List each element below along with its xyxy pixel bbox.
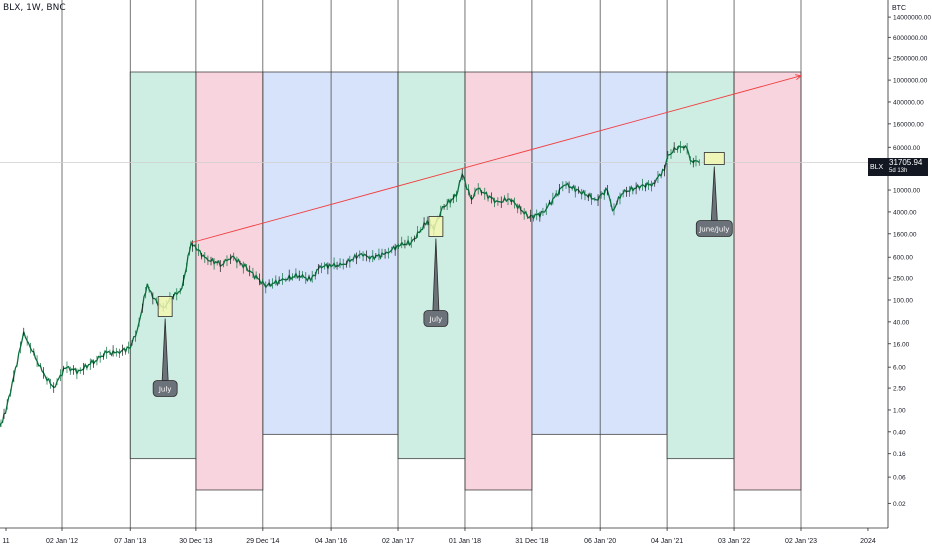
price-tick-label: 400000.00 <box>893 99 924 106</box>
cycle-band-blue <box>262 71 399 435</box>
cycle-callouts: July July June/July <box>152 152 733 397</box>
cycle-band-red <box>733 71 802 491</box>
callout-bubble <box>152 380 178 397</box>
time-tick-label: 2024 <box>860 538 876 545</box>
time-tick-label: 04 Jan '21 <box>651 538 683 545</box>
price-axis-bg <box>868 0 932 550</box>
time-axis-bg <box>0 528 932 550</box>
price-tick-label: 16.00 <box>893 341 910 348</box>
price-label-countdown: 5d 13h <box>889 168 908 174</box>
callout-label: July <box>429 315 443 323</box>
time-tick-label: 04 Jan '16 <box>315 538 347 545</box>
price-tick-label: 2.50 <box>893 386 906 393</box>
time-tick-label: 02 Jan '23 <box>785 538 817 545</box>
callout-bubble <box>423 310 449 327</box>
trendline-arrowhead <box>795 74 802 81</box>
price-tick-label: 1.00 <box>893 407 906 414</box>
price-tick-label: 40.00 <box>893 319 910 326</box>
time-tick-label: 31 Dec '18 <box>515 538 548 545</box>
price-tick-label: 6000000.00 <box>893 35 928 42</box>
price-tick-label: 4000.00 <box>893 209 917 216</box>
callout-label: June/July <box>698 226 729 234</box>
price-label-value: 31705.94 <box>889 158 923 167</box>
price-tick-label: 2500000.00 <box>893 56 928 63</box>
price-tick-label: 1600.00 <box>893 231 917 238</box>
callout-label: July <box>158 386 172 394</box>
price-tick-label: 6.00 <box>893 365 906 372</box>
time-tick-label: 01 Jan '18 <box>449 538 481 545</box>
price-axis-unit: BTC <box>892 5 906 12</box>
highlight-box <box>428 216 444 237</box>
time-axis: 11 02 Jan '12 07 Jan '13 30 Dec '13 29 Dec '… <box>0 527 932 550</box>
time-tick-label: 02 Jan '12 <box>46 538 78 545</box>
time-tick-label: 11 <box>2 538 9 545</box>
cycle-band-green <box>666 71 735 460</box>
price-tick-label: 0.02 <box>893 501 906 508</box>
time-tick-label: 29 Dec '14 <box>246 538 279 545</box>
price-tick-label: 10000.00 <box>893 188 920 195</box>
symbol-info: BLX, 1W, BNC <box>3 3 66 13</box>
highlight-box <box>157 296 173 317</box>
cycle-band-green <box>129 71 197 460</box>
price-tick-label: 60000.00 <box>893 145 920 152</box>
price-tick-label: 1000000.00 <box>893 78 928 85</box>
price-tick-label: 0.16 <box>893 451 906 458</box>
time-tick-label: 30 Dec '13 <box>179 538 212 545</box>
time-tick-label: 07 Jan '13 <box>114 538 146 545</box>
cycle-bands <box>129 71 802 491</box>
time-grid <box>61 0 802 528</box>
price-tick-label: 160000.00 <box>893 121 924 128</box>
price-label-symbol: BLX <box>870 164 884 171</box>
cycle-band-red <box>195 71 264 491</box>
price-tick-label: 14000000.00 <box>893 15 931 22</box>
current-price-label: BLX 31705.94 5d 13h <box>868 158 928 176</box>
time-tick-label: 03 Jan '22 <box>718 538 750 545</box>
highlight-box <box>703 152 725 165</box>
cycle-band-red <box>464 71 533 491</box>
time-tick-label: 06 Jan '20 <box>584 538 616 545</box>
price-tick-label: 600.00 <box>893 255 913 262</box>
price-tick-label: 0.40 <box>893 429 906 436</box>
callout-bubble <box>695 220 733 237</box>
cycle-band-green <box>397 71 466 460</box>
price-tick-label: 250.00 <box>893 276 913 283</box>
cycle-band-blue <box>531 71 668 435</box>
price-tick-label: 100.00 <box>893 298 913 305</box>
time-tick-label: 02 Jan '17 <box>382 538 414 545</box>
price-tick-label: 0.06 <box>893 475 906 482</box>
trendline <box>190 74 802 244</box>
price-axis: 14000000.00 6000000.00 2500000.00 1000000.0… <box>868 0 932 550</box>
trendline-line <box>190 75 802 244</box>
